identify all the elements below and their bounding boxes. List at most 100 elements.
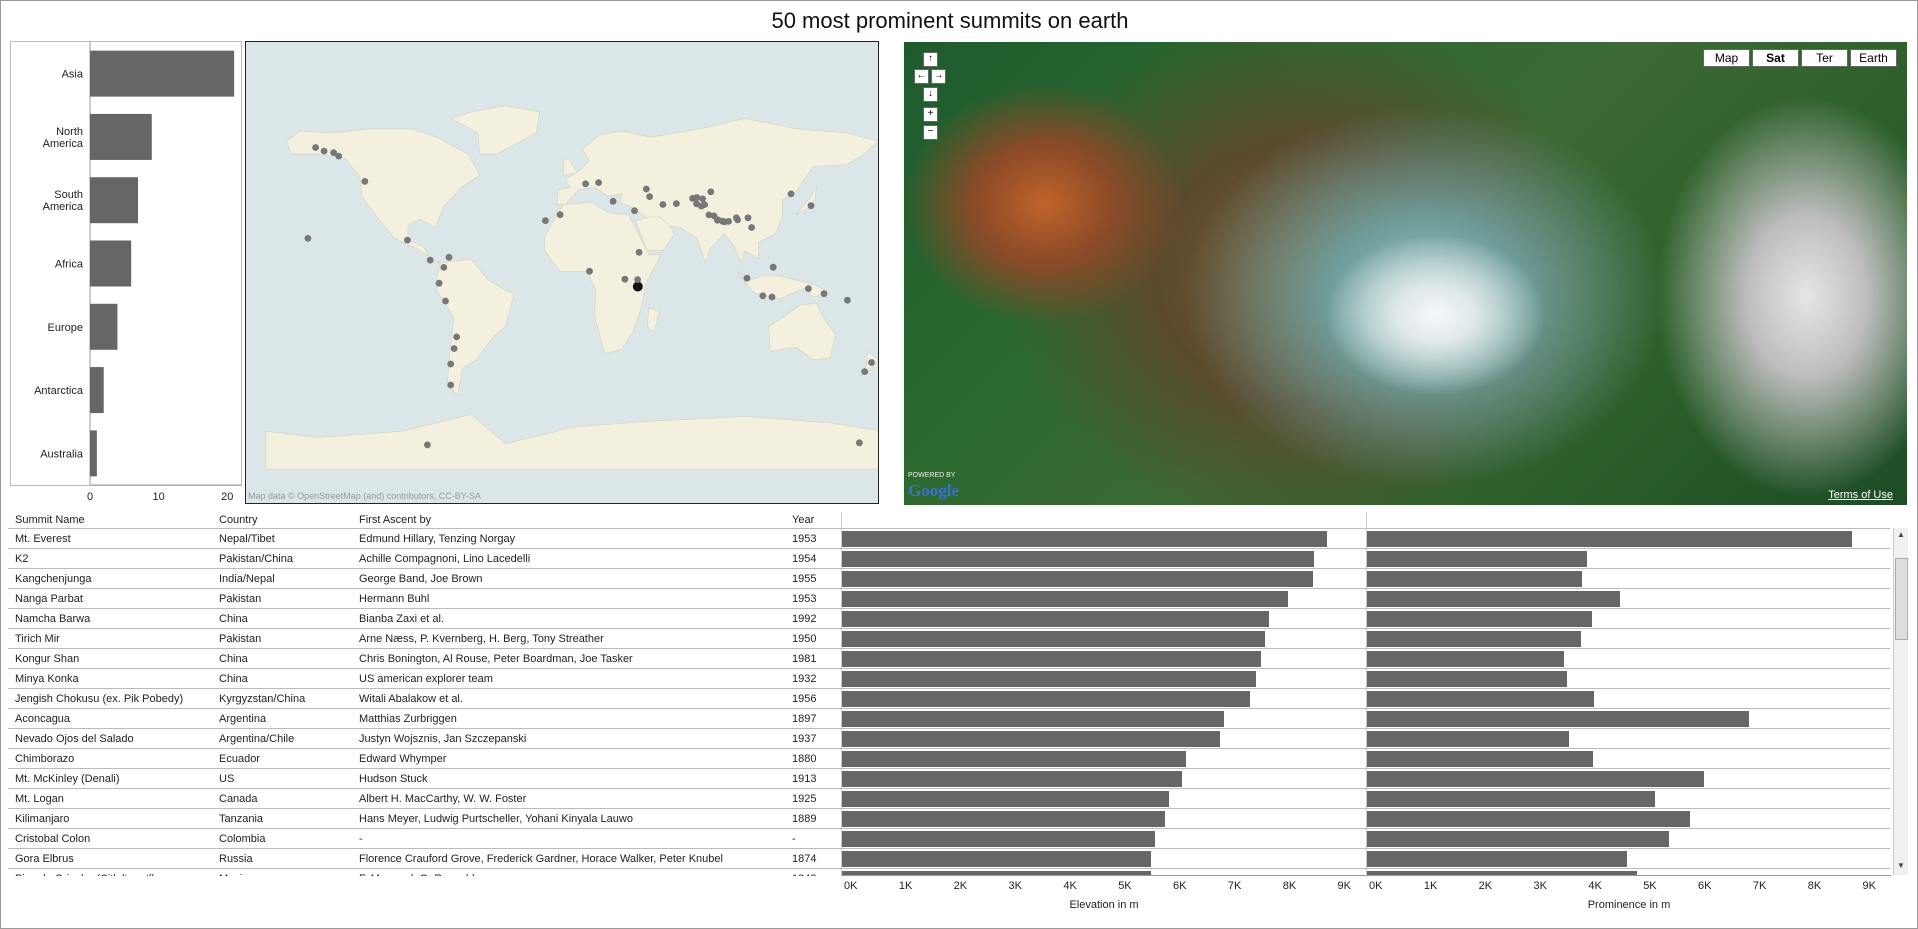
summit-dot[interactable] bbox=[450, 345, 458, 352]
summit-dot[interactable] bbox=[595, 179, 602, 187]
table-row[interactable]: Chimborazo Ecuador Edward Whymper 1880 bbox=[8, 748, 1890, 769]
summit-dot[interactable] bbox=[646, 193, 653, 201]
column-header-year[interactable]: Year bbox=[792, 514, 815, 526]
summit-dot[interactable] bbox=[705, 211, 713, 219]
map-type-ter-button[interactable]: Ter bbox=[1801, 49, 1848, 67]
summit-dot[interactable] bbox=[744, 214, 752, 222]
column-header-summit[interactable]: Summit Name bbox=[15, 514, 85, 526]
summit-dot[interactable] bbox=[304, 235, 312, 242]
prominence-bar[interactable] bbox=[1367, 531, 1853, 547]
prominence-bar[interactable] bbox=[1367, 771, 1704, 787]
prominence-bar[interactable] bbox=[1367, 751, 1594, 767]
summit-dot[interactable] bbox=[335, 152, 343, 160]
prominence-bar[interactable] bbox=[1367, 871, 1637, 876]
elevation-bar[interactable] bbox=[842, 591, 1288, 607]
continent-bar[interactable] bbox=[90, 50, 235, 97]
table-row[interactable]: Nanga Parbat Pakistan Hermann Buhl 1953 bbox=[8, 588, 1890, 609]
summit-dot[interactable] bbox=[759, 292, 767, 300]
continent-bar[interactable] bbox=[90, 430, 97, 477]
summit-dot[interactable] bbox=[447, 360, 455, 368]
prominence-bar[interactable] bbox=[1367, 851, 1627, 867]
summit-dot[interactable] bbox=[868, 359, 875, 366]
prominence-bar[interactable] bbox=[1367, 831, 1670, 847]
elevation-bar[interactable] bbox=[842, 731, 1220, 747]
elevation-bar[interactable] bbox=[842, 571, 1313, 587]
elevation-bar[interactable] bbox=[842, 671, 1257, 687]
elevation-bar[interactable] bbox=[842, 831, 1155, 847]
summit-dot[interactable] bbox=[820, 290, 828, 298]
continent-bar[interactable] bbox=[90, 367, 104, 414]
summit-dot[interactable] bbox=[634, 276, 641, 283]
prominence-bar[interactable] bbox=[1367, 811, 1690, 827]
prominence-bar[interactable] bbox=[1367, 551, 1588, 567]
summit-dot[interactable] bbox=[693, 200, 700, 208]
summit-dot[interactable] bbox=[642, 185, 650, 193]
summit-dot[interactable] bbox=[426, 256, 434, 264]
summit-dot[interactable] bbox=[609, 197, 617, 205]
satellite-view[interactable]: Map Sat Ter Earth ↑ ← → ↓ + − POWERED BY… bbox=[904, 42, 1907, 505]
summit-dot[interactable] bbox=[725, 218, 732, 225]
summit-dot[interactable] bbox=[442, 297, 449, 305]
summit-dot[interactable] bbox=[542, 217, 549, 225]
summit-dot[interactable] bbox=[844, 296, 851, 304]
pan-down-button[interactable]: ↓ bbox=[923, 87, 938, 102]
pan-left-button[interactable]: ← bbox=[914, 69, 929, 84]
summit-dot[interactable] bbox=[714, 216, 722, 224]
summit-dot[interactable] bbox=[743, 274, 751, 282]
elevation-bar[interactable] bbox=[842, 611, 1269, 627]
world-map[interactable]: Map data © OpenStreetMap (and) contribut… bbox=[245, 41, 879, 504]
summit-dot[interactable] bbox=[445, 253, 453, 261]
table-row[interactable]: Mt. McKinley (Denali) US Hudson Stuck 1913 bbox=[8, 768, 1890, 789]
summit-dot[interactable] bbox=[856, 439, 863, 447]
table-row[interactable]: Minya Konka China US american explorer tea… bbox=[8, 668, 1890, 689]
elevation-bar[interactable] bbox=[842, 871, 1152, 876]
summit-dot[interactable] bbox=[693, 194, 701, 201]
elevation-bar[interactable] bbox=[842, 651, 1262, 667]
column-header-country[interactable]: Country bbox=[219, 514, 258, 526]
prominence-bar[interactable] bbox=[1367, 671, 1567, 687]
table-row[interactable]: Kilimanjaro Tanzania Hans Meyer, Ludwig Pu… bbox=[8, 808, 1890, 829]
prominence-bar[interactable] bbox=[1367, 611, 1593, 627]
continent-bar[interactable] bbox=[90, 113, 152, 160]
continent-bar[interactable] bbox=[90, 240, 132, 287]
summit-dot[interactable] bbox=[769, 263, 777, 271]
summit-dot[interactable] bbox=[330, 149, 338, 157]
summit-dot[interactable] bbox=[312, 144, 319, 151]
continent-bar[interactable] bbox=[90, 303, 118, 350]
elevation-bar[interactable] bbox=[842, 751, 1186, 767]
zoom-in-button[interactable]: + bbox=[923, 107, 938, 122]
elevation-bar[interactable] bbox=[842, 551, 1315, 567]
elevation-bar[interactable] bbox=[842, 711, 1224, 727]
table-row[interactable]: Tirich Mir Pakistan Arne Næss, P. Kvernber… bbox=[8, 628, 1890, 649]
pan-right-button[interactable]: → bbox=[931, 69, 946, 84]
elevation-bar[interactable] bbox=[842, 811, 1166, 827]
scroll-up-arrow-icon[interactable]: ▲ bbox=[1897, 530, 1905, 539]
summit-dot[interactable] bbox=[586, 267, 593, 275]
table-scrollbar[interactable]: ▲ ▼ bbox=[1893, 528, 1908, 875]
prominence-bar[interactable] bbox=[1367, 791, 1655, 807]
summit-dot-selected[interactable] bbox=[632, 281, 643, 292]
elevation-bar[interactable] bbox=[842, 531, 1328, 547]
table-row[interactable]: Mt. Everest Nepal/Tibet Edmund Hillary, Te… bbox=[8, 528, 1890, 549]
satellite-image[interactable] bbox=[904, 42, 1907, 505]
table-row[interactable]: Namcha Barwa China Bianba Zaxi et al. 1992 bbox=[8, 608, 1890, 629]
summit-dot[interactable] bbox=[635, 248, 643, 256]
table-row[interactable]: Aconcagua Argentina Matthias Zurbriggen 189… bbox=[8, 708, 1890, 729]
summit-dot[interactable] bbox=[707, 188, 715, 196]
prominence-bar[interactable] bbox=[1367, 571, 1583, 587]
summit-dot[interactable] bbox=[582, 180, 589, 188]
table-row[interactable]: K2 Pakistan/China Achille Compagnoni, Lino… bbox=[8, 548, 1890, 569]
summit-dot[interactable] bbox=[807, 202, 815, 210]
prominence-bar[interactable] bbox=[1367, 691, 1595, 707]
summit-dot[interactable] bbox=[734, 216, 741, 224]
summit-dot[interactable] bbox=[320, 147, 328, 155]
summit-dot[interactable] bbox=[556, 211, 564, 219]
column-header-first-ascent[interactable]: First Ascent by bbox=[359, 514, 432, 526]
table-row[interactable]: Cristobal Colon Colombia - - bbox=[8, 828, 1890, 849]
elevation-bar[interactable] bbox=[842, 771, 1182, 787]
elevation-bar[interactable] bbox=[842, 691, 1250, 707]
summit-dot[interactable] bbox=[659, 201, 667, 208]
prominence-bar[interactable] bbox=[1367, 731, 1570, 747]
summit-dot[interactable] bbox=[768, 293, 776, 301]
summit-dot[interactable] bbox=[621, 275, 629, 283]
